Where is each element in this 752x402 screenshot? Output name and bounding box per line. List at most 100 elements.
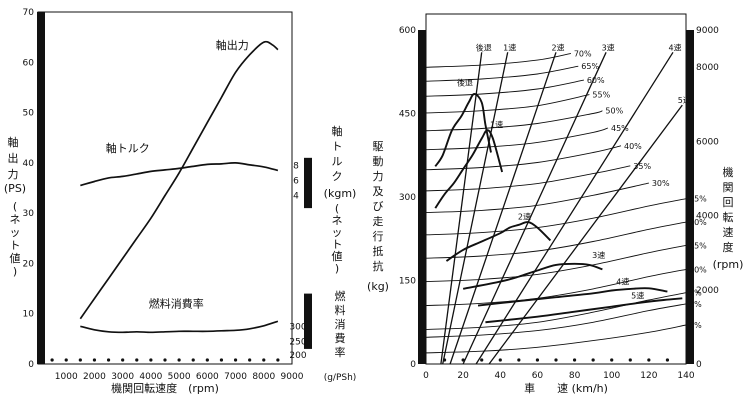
torque-axis-label-note-5: ) bbox=[335, 262, 339, 275]
fuel-tick-label: 200 bbox=[289, 351, 306, 361]
resistance-curve-label: 55% bbox=[592, 91, 610, 100]
torque-axis-label-top-3: ク bbox=[332, 170, 343, 183]
left-x-axis-label: 機関回転速度 (rpm) bbox=[111, 381, 219, 395]
left-x-minor-dot bbox=[135, 358, 139, 362]
left-x-minor-dot bbox=[92, 358, 97, 362]
right-left-axis-label-5: 走 bbox=[373, 215, 384, 228]
gear-line-label: 1速 bbox=[503, 43, 516, 52]
left-y-tick-label: 40 bbox=[23, 159, 35, 169]
right-right-axis-unit: (rpm) bbox=[713, 258, 744, 271]
fuel-axis-label-unit: (g/PSh) bbox=[324, 373, 357, 383]
left-x-tick-label: 3000 bbox=[111, 372, 134, 382]
resistance-curve-13 bbox=[425, 79, 584, 97]
fuel-tick-label: 300 bbox=[289, 322, 306, 332]
resistance-curve-4 bbox=[425, 244, 687, 283]
torque-tick-label: 6 bbox=[293, 176, 299, 186]
series-line-1 bbox=[80, 162, 279, 187]
right-x-axis-label: 車 速 (km/h) bbox=[524, 381, 608, 395]
resistance-curve-label: 30% bbox=[652, 179, 670, 188]
left-x-minor-dot bbox=[262, 358, 266, 362]
left-axis-label-top-2: 力 bbox=[8, 168, 19, 181]
gear-line-1 bbox=[442, 52, 509, 365]
right-left-axis-label-4: び bbox=[373, 200, 384, 213]
resistance-curve-3 bbox=[425, 268, 687, 306]
resistance-curve-5 bbox=[425, 221, 687, 259]
right-x-minor-dot bbox=[517, 358, 521, 362]
resistance-curve-label: 35% bbox=[633, 162, 651, 171]
torque-axis-label-note-1: ネ bbox=[332, 214, 343, 227]
left-x-minor-dot bbox=[177, 358, 181, 362]
torque-axis-label-note-0: ( bbox=[335, 202, 339, 215]
right-y-tick-label: 0 bbox=[410, 360, 416, 370]
series-label-fuel: 燃料消費率 bbox=[149, 297, 204, 311]
resistance-curve-label: 65% bbox=[581, 62, 599, 71]
left-axis-label-top-1: 出 bbox=[8, 151, 19, 165]
driving-force-label: 4速 bbox=[616, 277, 629, 286]
right-left-axis-unit: (kg) bbox=[367, 280, 389, 293]
torque-axis-label-note-3: ト bbox=[332, 238, 343, 251]
left-x-tick-label: 9000 bbox=[281, 372, 304, 382]
right-x-minor-dot bbox=[535, 358, 540, 362]
resistance-curve-0 bbox=[425, 324, 687, 354]
fuel-axis-label-top-1: 料 bbox=[335, 303, 346, 317]
resistance-curve-12 bbox=[425, 94, 590, 114]
left-x-minor-dot bbox=[64, 358, 68, 362]
resistance-curve-label: 0% bbox=[689, 321, 702, 330]
fuel-tick-label: 250 bbox=[289, 337, 306, 347]
right-right-axis-label-4: 速 bbox=[723, 226, 734, 239]
left-x-tick-label: 8000 bbox=[252, 372, 275, 382]
rpm-tick-label: 2000 bbox=[696, 286, 719, 296]
gear-line-label: 後退 bbox=[476, 42, 492, 52]
torque-axis-label-note-4: 値 bbox=[332, 250, 343, 263]
resistance-curve-11 bbox=[425, 110, 603, 132]
right-y-tick-label: 300 bbox=[399, 193, 416, 203]
right-x-tick-label: 60 bbox=[532, 371, 544, 381]
gear-line-0 bbox=[440, 52, 483, 365]
right-x-tick-label: 120 bbox=[640, 371, 657, 381]
gear-line-label: 2速 bbox=[551, 43, 564, 52]
resistance-curve-label: 45% bbox=[611, 124, 629, 133]
left-axis-label-note-4: 値 bbox=[10, 252, 21, 265]
series-label-power: 軸出力 bbox=[216, 38, 249, 52]
right-x-minor-dot bbox=[480, 358, 484, 362]
right-left-axis-label-1: 動 bbox=[373, 154, 384, 168]
left-x-minor-dot bbox=[106, 358, 111, 362]
torque-tick-label: 4 bbox=[293, 192, 299, 202]
right-right-axis-bar bbox=[686, 30, 694, 364]
right-right-axis-label-3: 転 bbox=[723, 211, 734, 224]
gear-line-label: 5速 bbox=[678, 96, 691, 105]
resistance-curve-label: 40% bbox=[624, 142, 642, 151]
left-y-tick-label: 60 bbox=[23, 58, 35, 68]
left-x-minor-dot bbox=[219, 358, 224, 362]
torque-axis-label-top-0: 軸 bbox=[332, 124, 343, 138]
left-axis-label-note-2: ッ bbox=[10, 226, 21, 239]
right-left-axis-label-3: 及 bbox=[373, 185, 384, 198]
resistance-curve-label: 5% bbox=[689, 289, 702, 298]
left-x-tick-label: 5000 bbox=[168, 372, 191, 382]
left-x-minor-dot bbox=[191, 358, 195, 362]
left-axis-label-unit: (PS) bbox=[4, 182, 26, 195]
right-left-axis-label-7: 抵 bbox=[373, 244, 384, 258]
gear-line-label: 3速 bbox=[602, 43, 615, 52]
right-y-tick-label: 450 bbox=[399, 110, 416, 120]
left-y-tick-label: 20 bbox=[23, 259, 35, 269]
resistance-curve-label: 50% bbox=[605, 107, 623, 116]
driving-force-curve-1 bbox=[434, 129, 504, 209]
resistance-curve-label: 15% bbox=[689, 241, 707, 250]
fuel-axis-label-top-3: 費 bbox=[335, 331, 346, 345]
resistance-curve-10 bbox=[425, 127, 609, 151]
right-x-tick-label: 100 bbox=[603, 371, 620, 381]
right-x-minor-dot bbox=[591, 358, 595, 362]
right-plot-frame bbox=[425, 13, 687, 365]
left-y-tick-label: 0 bbox=[28, 360, 34, 370]
driving-force-curve-5 bbox=[485, 297, 683, 324]
left-axis-label-note-5: ) bbox=[13, 265, 17, 278]
resistance-curve-7 bbox=[425, 182, 649, 214]
resistance-curve-2 bbox=[425, 292, 687, 330]
driving-force-label: 2速 bbox=[518, 212, 531, 221]
right-left-axis-label-6: 行 bbox=[373, 230, 384, 243]
gear-line-5 bbox=[488, 104, 683, 365]
resistance-curve-label: 60% bbox=[587, 76, 605, 85]
torque-axis-label-unit: (kgm) bbox=[324, 187, 357, 200]
